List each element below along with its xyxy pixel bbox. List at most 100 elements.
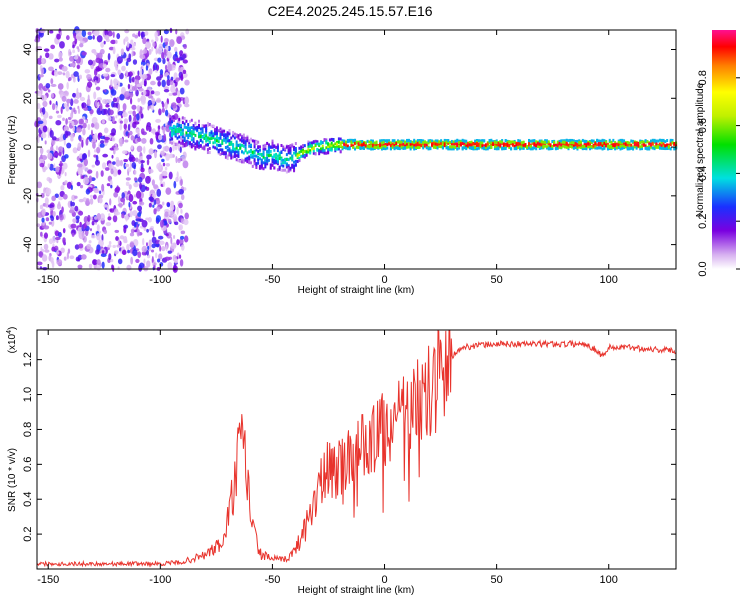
spectrogram-noise-cell — [63, 102, 68, 108]
spectrogram-noise-cell — [112, 115, 115, 123]
spectrogram-noise-cell — [54, 152, 60, 156]
spectrogram-noise-cell — [40, 192, 45, 199]
spectrogram-ridge-cell — [551, 139, 554, 143]
spectrogram-noise-cell — [132, 110, 136, 117]
spectrogram-noise-cell — [41, 217, 45, 223]
spectrogram-ridge-cell — [371, 139, 374, 143]
spectrogram-ridge-cell — [212, 145, 215, 149]
spectrogram-ridge-cell — [422, 141, 425, 145]
spectrogram-noise-cell — [178, 224, 183, 231]
spectrogram-ridge-cell — [343, 139, 346, 143]
spectrogram-ridge-cell — [352, 139, 355, 143]
spectrogram-noise-cell — [72, 49, 76, 54]
spectrogram-ridge-cell — [355, 141, 358, 145]
spectrogram-ridge-cell — [574, 143, 577, 147]
spectrogram-ridge-cell — [303, 153, 306, 157]
spectrogram-noise-cell — [100, 253, 107, 258]
colorbar-tick-label: 0.8 — [697, 70, 709, 85]
spectrogram-noise-cell — [77, 163, 83, 168]
spectrogram-noise-cell — [127, 123, 131, 132]
spectrogram-ridge-cell — [169, 114, 172, 118]
spectrogram-ridge-cell — [228, 153, 231, 157]
spectrogram-ridge-cell — [524, 143, 527, 147]
spectrogram-ridge-cell — [269, 149, 272, 153]
spectrogram-ridge-cell — [248, 144, 251, 148]
spectrogram-ridge-cell — [454, 142, 457, 146]
spectrogram-noise-cell — [62, 228, 66, 234]
spectrogram-noise-cell — [57, 71, 63, 75]
spectrogram-ridge-cell — [409, 143, 412, 147]
spectrogram-noise-cell — [113, 78, 119, 85]
x-tick-label: 50 — [491, 274, 503, 286]
spectrogram-noise-cell — [59, 214, 64, 221]
spectrogram-ridge-cell — [605, 140, 608, 144]
spectrogram-noise-cell — [124, 239, 128, 244]
spectrogram-ridge-cell — [250, 149, 252, 153]
spectrogram-ridge-cell — [476, 147, 479, 151]
spectrogram-noise-cell — [81, 139, 84, 148]
spectrogram-ridge-cell — [228, 147, 231, 151]
spectrogram-noise-cell — [137, 205, 143, 212]
spectrogram-ridge-cell — [617, 140, 620, 144]
spectrogram-ridge-cell — [266, 162, 269, 166]
spectrogram-noise-cell — [61, 206, 64, 214]
spectrogram-ridge-cell — [215, 128, 218, 132]
spectrogram-ridge-cell — [375, 145, 378, 149]
spectrogram-noise-cell — [64, 154, 69, 159]
spectrogram-ridge-cell — [194, 146, 197, 150]
spectrogram-ridge-cell — [379, 139, 382, 143]
spectrogram-ridge-cell — [468, 141, 471, 145]
spectrogram-noise-cell — [139, 155, 143, 161]
spectrogram-ridge-cell — [587, 140, 590, 144]
spectrogram-ridge-cell — [287, 144, 290, 148]
spectrogram-ridge-cell — [224, 155, 227, 159]
snr-series-line — [36, 330, 677, 568]
spectrogram-ridge-cell — [493, 143, 496, 147]
spectrogram-noise-cell — [47, 163, 51, 168]
spectrogram-ridge-cell — [276, 168, 279, 172]
spectrogram-ridge-cell — [189, 133, 192, 137]
spectrogram-ridge-cell — [196, 144, 199, 148]
spectrogram-ridge-cell — [551, 144, 554, 148]
spectrogram-ridge-cell — [298, 152, 301, 156]
spectrogram-ridge-cell — [255, 148, 258, 152]
spectrogram-ridge-cell — [271, 141, 274, 145]
spectrogram-ridge-cell — [658, 146, 661, 150]
spectrogram-ridge-cell — [581, 146, 584, 150]
spectrogram-ridge-cell — [250, 153, 252, 157]
spectrogram-ridge-cell — [404, 144, 407, 148]
spectrogram-ridge-cell — [642, 140, 645, 144]
spectrogram-ridge-cell — [196, 141, 199, 145]
spectrogram-ridge-cell — [226, 134, 229, 138]
spectrogram-ridge-cell — [336, 147, 339, 151]
spectrogram-ridge-cell — [345, 143, 348, 147]
spectrogram-noise-cell — [167, 75, 170, 80]
spectrogram-ridge-cell — [382, 142, 385, 146]
spectrogram-noise-cell — [153, 208, 157, 215]
spectrogram-ridge-cell — [307, 148, 310, 152]
spectrogram-noise-cell — [161, 79, 166, 88]
spectrogram-ridge-cell — [606, 142, 609, 146]
spectrogram-noise-cell — [103, 40, 106, 45]
spectrogram-ridge-cell — [406, 145, 409, 149]
spectrogram-ridge-cell — [443, 138, 446, 142]
spectrogram-ridge-cell — [206, 148, 209, 152]
spectrogram-ridge-cell — [258, 152, 261, 156]
spectrogram-noise-cell — [179, 176, 182, 180]
spectrogram-noise-cell — [152, 204, 155, 208]
spectrogram-noise-cell — [163, 88, 170, 93]
spectrogram-ridge-cell — [258, 148, 261, 152]
spectrogram-ridge-cell — [488, 139, 491, 143]
spectrogram-ridge-cell — [479, 141, 482, 145]
spectrogram-ridge-cell — [237, 134, 240, 138]
spectrogram-ridge-cell — [474, 139, 477, 143]
spectrogram-noise-cell — [101, 183, 105, 192]
spectrogram-ridge-cell — [416, 139, 419, 143]
spectrogram-ridge-cell — [171, 132, 174, 136]
spectrogram-ridge-cell — [364, 141, 367, 145]
spectrogram-noise-cell — [69, 62, 76, 67]
spectrogram-noise-cell — [121, 192, 125, 199]
spectrogram-ridge-cell — [341, 139, 344, 143]
spectrogram-ridge-cell — [214, 137, 217, 141]
spectrogram-noise-cell — [145, 242, 149, 247]
